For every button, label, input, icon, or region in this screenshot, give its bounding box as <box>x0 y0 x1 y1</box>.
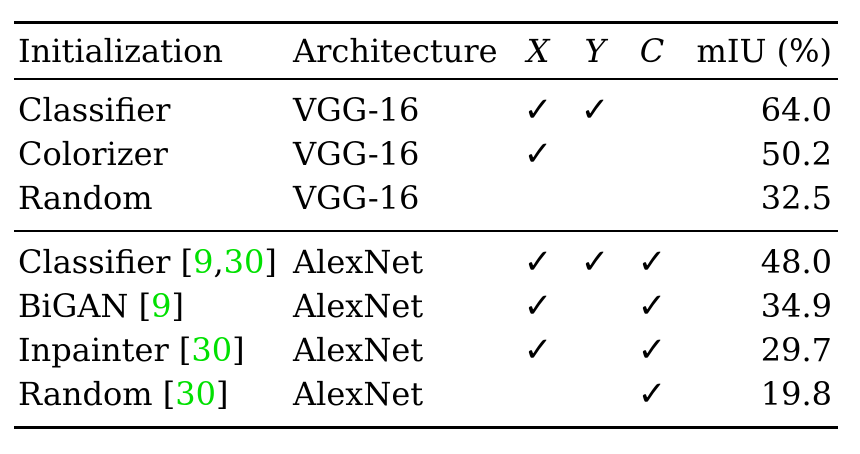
header-rule <box>14 78 838 80</box>
results-table: Initialization Architecture X Y C mIU (%… <box>14 21 838 429</box>
c-check-icon: ✓ <box>637 286 667 326</box>
citation-bracket-close: ] <box>171 287 184 325</box>
initialization-cell: Classifier <box>18 88 170 132</box>
top-rule <box>14 21 838 24</box>
miu-cell: 34.9 <box>760 287 832 325</box>
group-divider <box>14 230 838 232</box>
initialization-cell: Random [30] <box>18 372 228 416</box>
citation-bracket-open: [ <box>180 243 194 281</box>
architecture-cell: AlexNet <box>293 243 424 281</box>
group-vgg: Classifier VGG-16 ✓ ✓ 64.0 Colorizer VGG… <box>14 88 838 220</box>
miu-cell: 32.5 <box>760 179 832 217</box>
c-check-icon: ✓ <box>637 374 667 414</box>
initialization-cell: Colorizer <box>18 132 168 176</box>
citation-bracket-open: [ <box>162 375 176 413</box>
citation-link[interactable]: 30 <box>191 331 233 369</box>
table-row: Random VGG-16 32.5 <box>14 176 838 220</box>
architecture-cell: AlexNet <box>293 375 424 413</box>
citation-bracket-close: ] <box>215 375 229 413</box>
initialization-name: Colorizer <box>18 135 168 173</box>
architecture-cell: VGG-16 <box>293 135 420 173</box>
initialization-name: BiGAN <box>18 287 139 325</box>
miu-cell: 50.2 <box>760 135 832 173</box>
initialization-name: Random <box>18 179 153 217</box>
bottom-rule <box>14 426 838 429</box>
citation-link[interactable]: 30 <box>175 375 216 413</box>
x-check-icon: ✓ <box>523 90 553 130</box>
citation-bracket-close: ] <box>264 243 277 281</box>
initialization-cell: Classifier [9,30] <box>18 240 277 284</box>
table-row: Random [30] AlexNet ✓ 19.8 <box>14 372 838 416</box>
miu-cell: 19.8 <box>760 375 832 413</box>
x-check-icon: ✓ <box>523 330 553 370</box>
architecture-cell: VGG-16 <box>293 179 420 217</box>
group-alexnet: Classifier [9,30] AlexNet ✓ ✓ ✓ 48.0 BiG… <box>14 240 838 416</box>
citation-link[interactable]: 9 <box>151 287 172 325</box>
miu-cell: 29.7 <box>760 331 832 369</box>
initialization-cell: Inpainter [30] <box>18 328 245 372</box>
y-check-icon: ✓ <box>580 90 610 130</box>
header-x: X <box>526 32 550 70</box>
initialization-cell: BiGAN [9] <box>18 284 184 328</box>
header-miu: mIU (%) <box>696 32 833 70</box>
citation-bracket-open: [ <box>178 331 192 369</box>
header-row: Initialization Architecture X Y C mIU (%… <box>14 24 838 78</box>
initialization-name: Classifier <box>18 243 181 281</box>
table-row: Inpainter [30] AlexNet ✓ ✓ 29.7 <box>14 328 838 372</box>
miu-cell: 48.0 <box>760 243 832 281</box>
architecture-cell: AlexNet <box>293 331 424 369</box>
header-c: C <box>639 32 665 70</box>
citation-bracket-open: [ <box>138 287 152 325</box>
architecture-cell: VGG-16 <box>293 91 420 129</box>
initialization-name: Inpainter <box>18 331 179 369</box>
miu-cell: 64.0 <box>760 91 832 129</box>
table-row: BiGAN [9] AlexNet ✓ ✓ 34.9 <box>14 284 838 328</box>
initialization-cell: Random <box>18 176 153 220</box>
c-check-icon: ✓ <box>637 242 667 282</box>
citation-link[interactable]: 30 <box>223 243 265 281</box>
header-y: Y <box>584 32 606 70</box>
architecture-cell: AlexNet <box>293 287 424 325</box>
citation-link[interactable]: 9 <box>193 243 214 281</box>
x-check-icon: ✓ <box>523 286 553 326</box>
y-check-icon: ✓ <box>580 242 610 282</box>
citation-separator: , <box>213 243 224 281</box>
header-initialization: Initialization <box>18 32 224 70</box>
table-row: Classifier [9,30] AlexNet ✓ ✓ ✓ 48.0 <box>14 240 838 284</box>
x-check-icon: ✓ <box>523 134 553 174</box>
c-check-icon: ✓ <box>637 330 667 370</box>
table-row: Classifier VGG-16 ✓ ✓ 64.0 <box>14 88 838 132</box>
initialization-name: Random <box>18 375 163 413</box>
table-row: Colorizer VGG-16 ✓ 50.2 <box>14 132 838 176</box>
header-architecture: Architecture <box>293 32 498 70</box>
x-check-icon: ✓ <box>523 242 553 282</box>
citation-bracket-close: ] <box>232 331 245 369</box>
initialization-name: Classifier <box>18 91 171 129</box>
